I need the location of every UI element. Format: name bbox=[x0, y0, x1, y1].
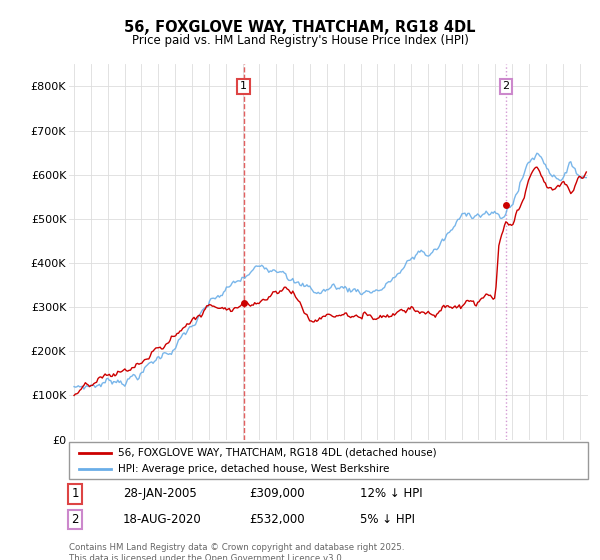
Text: 1: 1 bbox=[240, 81, 247, 91]
Text: 5% ↓ HPI: 5% ↓ HPI bbox=[360, 513, 415, 526]
Text: 56, FOXGLOVE WAY, THATCHAM, RG18 4DL (detached house): 56, FOXGLOVE WAY, THATCHAM, RG18 4DL (de… bbox=[118, 447, 437, 458]
Text: Contains HM Land Registry data © Crown copyright and database right 2025.
This d: Contains HM Land Registry data © Crown c… bbox=[69, 543, 404, 560]
Text: Price paid vs. HM Land Registry's House Price Index (HPI): Price paid vs. HM Land Registry's House … bbox=[131, 34, 469, 46]
Text: £309,000: £309,000 bbox=[249, 487, 305, 501]
Text: HPI: Average price, detached house, West Berkshire: HPI: Average price, detached house, West… bbox=[118, 464, 389, 474]
Text: 18-AUG-2020: 18-AUG-2020 bbox=[123, 513, 202, 526]
Text: 2: 2 bbox=[71, 513, 79, 526]
Text: 1: 1 bbox=[71, 487, 79, 501]
Text: 2: 2 bbox=[502, 81, 509, 91]
Text: 12% ↓ HPI: 12% ↓ HPI bbox=[360, 487, 422, 501]
Text: 56, FOXGLOVE WAY, THATCHAM, RG18 4DL: 56, FOXGLOVE WAY, THATCHAM, RG18 4DL bbox=[124, 20, 476, 35]
Text: 28-JAN-2005: 28-JAN-2005 bbox=[123, 487, 197, 501]
Text: £532,000: £532,000 bbox=[249, 513, 305, 526]
